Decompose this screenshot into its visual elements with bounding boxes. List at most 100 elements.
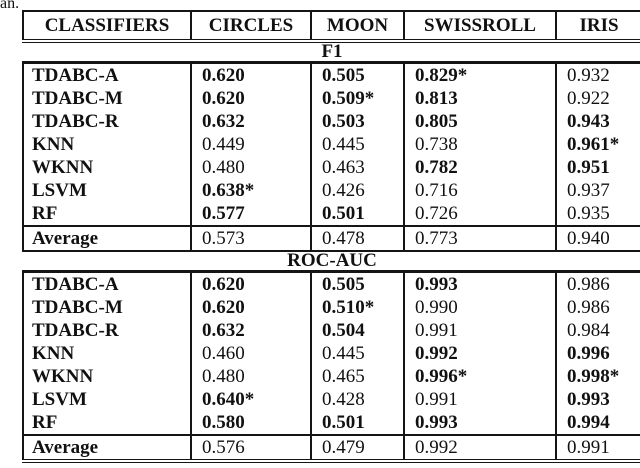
classifier-name-cell: TDABC-R (22, 319, 191, 342)
classifier-row: WKNN 0.480 0.465 0.996* 0.998* (22, 365, 640, 388)
value-cell: 0.773 (403, 225, 556, 252)
value-cell: 0.638* (190, 179, 311, 202)
value-cell: 0.993 (403, 271, 556, 296)
classifier-name-cell: WKNN (22, 156, 191, 179)
average-row: Average 0.576 0.479 0.992 0.991 (22, 434, 640, 463)
section-header-row: F1 (23, 41, 640, 64)
value-cell: 0.573 (190, 225, 311, 252)
value-cell: 0.449 (190, 133, 311, 156)
value-cell: 0.937 (555, 179, 640, 202)
classifier-name-cell: WKNN (22, 365, 191, 388)
classifier-name-cell: TDABC-A (22, 271, 191, 296)
value-cell: 0.426 (310, 179, 404, 202)
col-header-iris: IRIS (555, 10, 640, 43)
value-cell: 0.996* (403, 365, 556, 388)
results-table: CLASSIFIERS CIRCLES MOON SWISSROLL IRIS … (22, 10, 640, 463)
value-cell: 0.505 (310, 271, 404, 296)
value-cell: 0.576 (190, 434, 311, 463)
classifier-row: TDABC-M 0.620 0.509* 0.813 0.922 (22, 87, 640, 110)
value-cell: 0.445 (310, 342, 404, 365)
col-header-swissroll: SWISSROLL (403, 10, 556, 43)
classifier-row: LSVM 0.638* 0.426 0.716 0.937 (22, 179, 640, 202)
header-row: CLASSIFIERS CIRCLES MOON SWISSROLL IRIS (22, 10, 640, 43)
value-cell: 0.503 (310, 110, 404, 133)
value-cell: 0.991 (403, 388, 556, 411)
classifier-row: KNN 0.460 0.445 0.992 0.996 (22, 342, 640, 365)
value-cell: 0.478 (310, 225, 404, 252)
classifier-row: TDABC-R 0.632 0.504 0.991 0.984 (22, 319, 640, 342)
value-cell: 0.940 (555, 225, 640, 252)
value-cell: 0.632 (190, 319, 311, 342)
value-cell: 0.428 (310, 388, 404, 411)
value-cell: 0.479 (310, 434, 404, 463)
value-cell: 0.480 (190, 156, 311, 179)
value-cell: 0.577 (190, 202, 311, 226)
value-cell: 0.994 (555, 411, 640, 435)
classifier-name-cell: KNN (22, 133, 191, 156)
classifier-name-cell: Average (22, 225, 191, 252)
value-cell: 0.501 (310, 411, 404, 435)
value-cell: 0.805 (403, 110, 556, 133)
value-cell: 0.991 (403, 319, 556, 342)
section-header-row: ROC-AUC (23, 251, 640, 273)
classifier-row: WKNN 0.480 0.463 0.782 0.951 (22, 156, 640, 179)
classifier-row: TDABC-R 0.632 0.503 0.805 0.943 (22, 110, 640, 133)
value-cell: 0.445 (310, 133, 404, 156)
value-cell: 0.510* (310, 296, 404, 319)
caption-fragment: an. (0, 0, 20, 12)
value-cell: 0.620 (190, 271, 311, 296)
value-cell: 0.620 (190, 87, 311, 110)
value-cell: 0.990 (403, 296, 556, 319)
classifier-name-cell: LSVM (22, 179, 191, 202)
value-cell: 0.463 (310, 156, 404, 179)
value-cell: 0.986 (555, 296, 640, 319)
classifier-name-cell: KNN (22, 342, 191, 365)
value-cell: 0.738 (403, 133, 556, 156)
value-cell: 0.813 (403, 87, 556, 110)
classifier-row: KNN 0.449 0.445 0.738 0.961* (22, 133, 640, 156)
col-header-circles: CIRCLES (190, 10, 311, 43)
col-header-classifiers: CLASSIFIERS (22, 10, 191, 43)
classifier-name-cell: LSVM (22, 388, 191, 411)
classifier-name-cell: TDABC-A (22, 62, 191, 87)
value-cell: 0.501 (310, 202, 404, 226)
value-cell: 0.998* (555, 365, 640, 388)
value-cell: 0.580 (190, 411, 311, 435)
classifier-name-cell: TDABC-M (22, 87, 191, 110)
value-cell: 0.986 (555, 271, 640, 296)
value-cell: 0.991 (555, 434, 640, 463)
section-title: F1 (23, 41, 640, 64)
value-cell: 0.782 (403, 156, 556, 179)
value-cell: 0.480 (190, 365, 311, 388)
value-cell: 0.716 (403, 179, 556, 202)
value-cell: 0.922 (555, 87, 640, 110)
col-header-moon: MOON (310, 10, 404, 43)
value-cell: 0.620 (190, 296, 311, 319)
value-cell: 0.996 (555, 342, 640, 365)
value-cell: 0.961* (555, 133, 640, 156)
value-cell: 0.951 (555, 156, 640, 179)
value-cell: 0.620 (190, 62, 311, 87)
classifier-name-cell: RF (22, 202, 191, 226)
classifier-row: TDABC-A 0.620 0.505 0.829* 0.932 (22, 62, 640, 87)
average-row: Average 0.573 0.478 0.773 0.940 (22, 225, 640, 252)
classifier-row: RF 0.580 0.501 0.993 0.994 (22, 411, 640, 435)
value-cell: 0.943 (555, 110, 640, 133)
value-cell: 0.932 (555, 62, 640, 87)
value-cell: 0.992 (403, 434, 556, 463)
value-cell: 0.460 (190, 342, 311, 365)
value-cell: 0.640* (190, 388, 311, 411)
value-cell: 0.992 (403, 342, 556, 365)
value-cell: 0.993 (403, 411, 556, 435)
classifier-name-cell: TDABC-R (22, 110, 191, 133)
section-title: ROC-AUC (23, 251, 640, 273)
classifier-name-cell: Average (22, 434, 191, 463)
classifier-name-cell: RF (22, 411, 191, 435)
classifier-row: TDABC-A 0.620 0.505 0.993 0.986 (22, 271, 640, 296)
value-cell: 0.504 (310, 319, 404, 342)
value-cell: 0.505 (310, 62, 404, 87)
value-cell: 0.935 (555, 202, 640, 226)
value-cell: 0.465 (310, 365, 404, 388)
classifier-row: RF 0.577 0.501 0.726 0.935 (22, 202, 640, 226)
